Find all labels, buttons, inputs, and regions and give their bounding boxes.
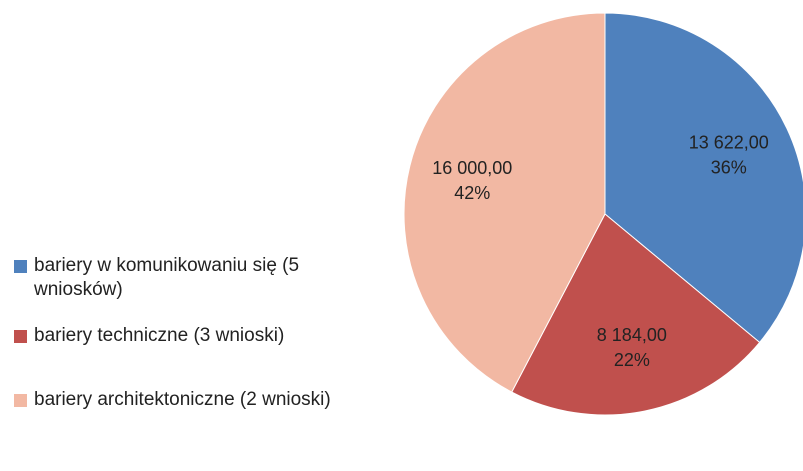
pie-slice [403,12,606,393]
legend-swatch [14,394,27,407]
percent-label: 22% [614,350,650,370]
legend-label: bariery techniczne (3 wnioski) [34,325,285,346]
pie-slice [604,12,803,344]
legend-label: bariery w komunikowaniu się (5 wniosków) [34,255,300,300]
legend-label: bariery architektoniczne (2 wnioski) [34,389,331,410]
legend-swatch [14,330,27,343]
legend: bariery w komunikowaniu się (5 wniosków)… [14,254,354,412]
data-label: 13 622,00 [689,133,769,153]
legend-item: bariery w komunikowaniu się (5 wniosków) [14,254,354,302]
legend-swatch [14,260,27,273]
percent-label: 36% [711,158,747,178]
legend-item: bariery architektoniczne (2 wnioski) [14,388,354,412]
data-label: 8 184,00 [597,325,667,345]
data-label: 16 000,00 [432,158,512,178]
percent-label: 42% [454,183,490,203]
legend-item: bariery techniczne (3 wnioski) [14,324,354,348]
pie-slice [511,213,761,416]
